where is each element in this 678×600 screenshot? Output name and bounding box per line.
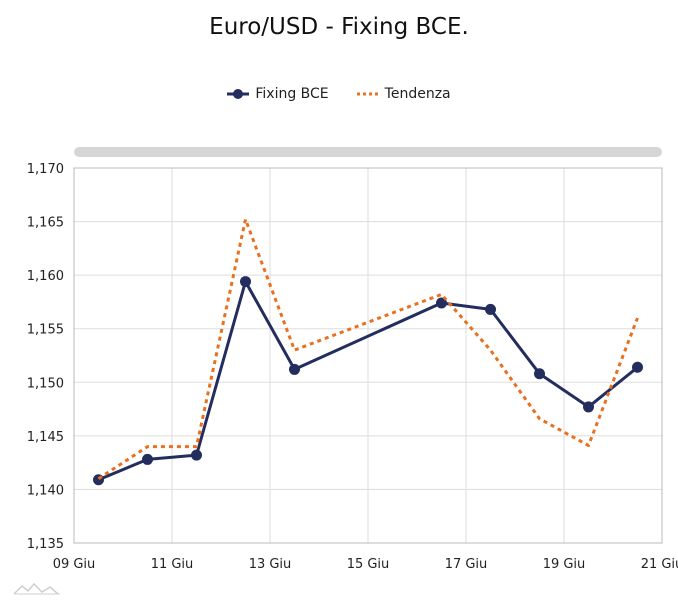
legend-marker-tendenza-icon (356, 92, 379, 96)
data-point-fixing-bce[interactable] (142, 453, 153, 465)
y-axis-ticks: 1,135 1,140 1,145 1,150 1,155 1,160 1,165 1,170 (27, 162, 64, 552)
line-chart: 1,135 1,140 1,145 1,150 1,155 1,160 1,165 1,170… (27, 162, 678, 572)
legend-item-tendenza[interactable]: Tendenza (356, 86, 451, 102)
y-tick-label: 1,140 (27, 483, 64, 498)
y-tick-label: 1,160 (27, 269, 64, 284)
legend-item-fixing-bce[interactable]: Fixing BCE (227, 86, 329, 102)
legend-marker-fixing-bce-icon (227, 89, 250, 99)
y-tick-label: 1,170 (27, 162, 64, 177)
x-tick-label: 13 Giu (249, 557, 292, 572)
x-tick-label: 15 Giu (347, 557, 390, 572)
x-tick-label: 17 Giu (445, 557, 488, 572)
legend: Fixing BCE Tendenza (0, 86, 678, 102)
data-point-fixing-bce[interactable] (632, 361, 643, 373)
data-point-fixing-bce[interactable] (240, 276, 251, 288)
plot-area-border (73, 167, 663, 544)
legend-label-fixing-bce: Fixing BCE (255, 86, 329, 102)
data-point-fixing-bce[interactable] (93, 474, 104, 486)
data-point-fixing-bce[interactable] (289, 363, 300, 375)
series-line-fixing-bce[interactable] (97, 280, 639, 482)
data-point-fixing-bce[interactable] (436, 297, 447, 309)
chart-title: Euro/USD - Fixing BCE. (209, 14, 469, 40)
x-tick-label: 19 Giu (543, 557, 586, 572)
data-point-fixing-bce[interactable] (534, 368, 545, 380)
x-tick-label: 11 Giu (151, 557, 194, 572)
chart-logo-icon (13, 582, 60, 595)
y-tick-label: 1,165 (27, 216, 64, 231)
y-tick-label: 1,150 (27, 376, 64, 391)
x-tick-label: 09 Giu (53, 557, 96, 572)
grid (73, 167, 663, 544)
legend-label-tendenza: Tendenza (384, 86, 451, 102)
x-axis-ticks: 09 Giu 11 Giu 13 Giu 15 Giu 17 Giu 19 Giu 21 G… (53, 557, 678, 572)
x-tick-label: 21 Giu (641, 557, 678, 572)
zoom-scrollbar[interactable] (74, 147, 662, 157)
y-tick-label: 1,135 (27, 537, 64, 552)
y-tick-label: 1,145 (27, 430, 64, 445)
series (93, 217, 643, 486)
y-tick-label: 1,155 (27, 323, 64, 338)
data-point-fixing-bce[interactable] (191, 449, 202, 461)
series-line-tendenza[interactable] (97, 217, 639, 480)
data-point-fixing-bce[interactable] (583, 401, 594, 413)
data-point-fixing-bce[interactable] (485, 303, 496, 315)
